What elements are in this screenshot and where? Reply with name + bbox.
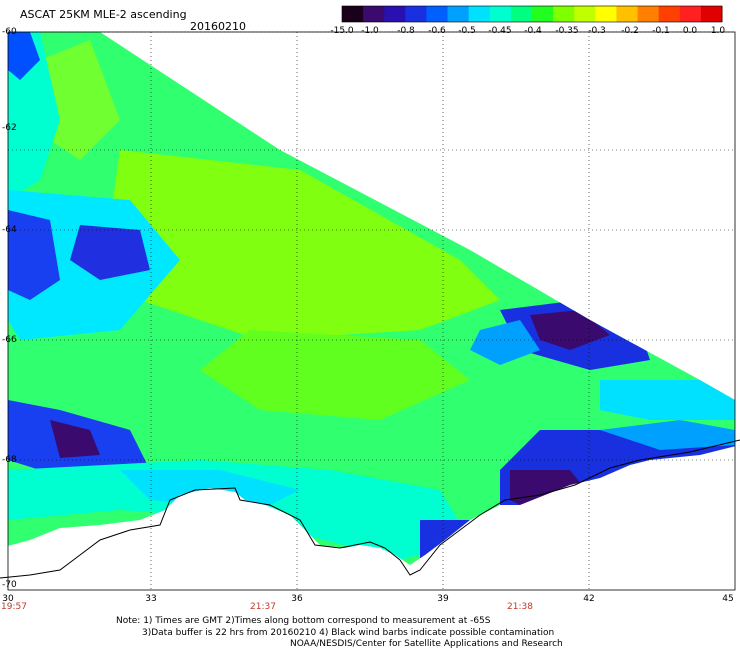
- colorbar-swatch: [510, 6, 533, 22]
- colorbar: [341, 5, 723, 23]
- map-date: 20160210: [190, 20, 246, 33]
- colorbar-swatch: [363, 6, 385, 22]
- lat-label-66: -66: [2, 335, 17, 345]
- colorbar-label: 0.0: [682, 26, 698, 36]
- note-line-1: Note: 1) Times are GMT 2)Times along bot…: [116, 616, 491, 626]
- colorbar-label: 1.0: [710, 26, 726, 36]
- coastline: [0, 439, 740, 579]
- colorbar-swatch: [700, 6, 723, 22]
- colorbar-label: -0.8: [397, 26, 415, 36]
- colorbar-swatch: [342, 6, 364, 22]
- colorbar-label: -1.0: [361, 26, 379, 36]
- lat-label-64: -64: [2, 225, 17, 235]
- colorbar-swatch: [426, 6, 449, 22]
- map-title: ASCAT 25KM MLE-2 ascending: [20, 8, 187, 21]
- note-line-2: 3)Data buffer is 22 hrs from 20160210 4)…: [142, 628, 555, 638]
- lon-label-33: 33: [145, 594, 157, 604]
- colorbar-label: -0.35: [555, 26, 579, 36]
- colorbar-swatch: [447, 6, 470, 22]
- colorbar-label: -0.3: [588, 26, 606, 36]
- colorbar-label: -0.4: [524, 26, 542, 36]
- colorbar-swatch: [595, 6, 617, 22]
- colorbar-swatch: [489, 6, 512, 22]
- colorbar-swatch: [616, 6, 639, 22]
- note-line-3: NOAA/NESDIS/Center for Satellite Applica…: [290, 639, 563, 649]
- colorbar-label: -0.5: [458, 26, 476, 36]
- time-label-start: 19:57: [1, 602, 27, 612]
- colorbar-swatch: [384, 6, 406, 22]
- colorbar-label: -0.1: [652, 26, 670, 36]
- data-swath: [8, 32, 735, 580]
- colorbar-label: -15.0: [330, 26, 354, 36]
- lon-label-45: 45: [722, 594, 734, 604]
- colorbar-label: -0.45: [488, 26, 512, 36]
- lat-label-62: -62: [2, 123, 17, 133]
- colorbar-swatch: [637, 6, 660, 22]
- colorbar-label: -0.6: [428, 26, 446, 36]
- colorbar-swatch: [405, 6, 427, 22]
- lat-label-70: -70: [2, 580, 17, 590]
- colorbar-swatch: [574, 6, 596, 22]
- lon-label-36: 36: [291, 594, 303, 604]
- lat-label-60: -60: [2, 27, 17, 37]
- colorbar-swatch: [532, 6, 554, 22]
- colorbar-label: -0.2: [621, 26, 639, 36]
- colorbar-frame: [341, 5, 723, 23]
- time-label-end: 21:38: [507, 602, 533, 612]
- lat-label-68: -68: [2, 455, 17, 465]
- lon-label-39: 39: [437, 594, 449, 604]
- lon-label-30: 30: [2, 594, 14, 604]
- colorbar-swatch: [468, 6, 491, 22]
- lon-label-42: 42: [583, 594, 595, 604]
- antarctica-land: [0, 445, 740, 650]
- colorbar-swatch: [658, 6, 681, 22]
- graticule: [8, 31, 735, 590]
- time-label-mid: 21:37: [250, 602, 276, 612]
- colorbar-swatch: [679, 6, 702, 22]
- map-frame: [7, 31, 736, 591]
- colorbar-swatch: [553, 6, 575, 22]
